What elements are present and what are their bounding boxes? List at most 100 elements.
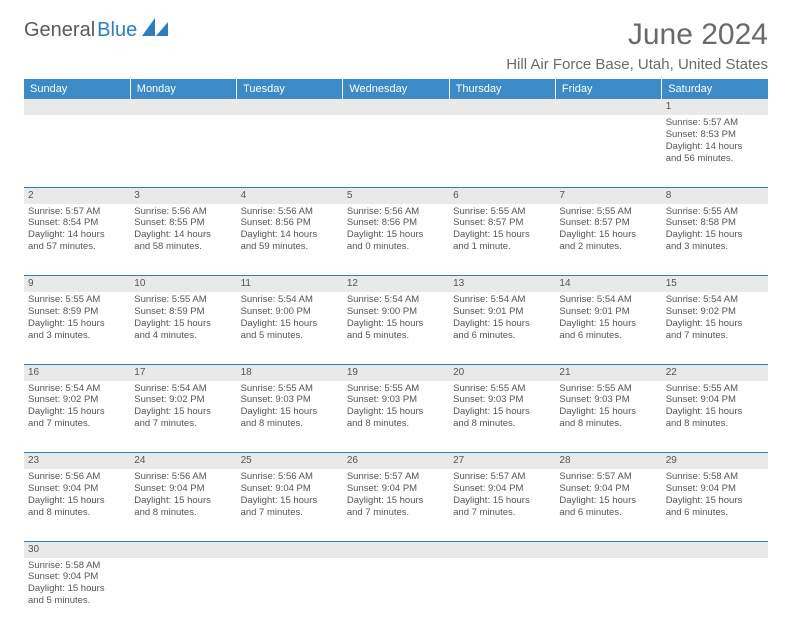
day-cell: Sunrise: 5:56 AMSunset: 8:55 PMDaylight:… [130,204,236,276]
daylight: and 3 minutes. [666,241,764,253]
daynum-cell: 16 [24,364,130,381]
daylight: and 6 minutes. [559,330,657,342]
sunset: Sunset: 9:01 PM [559,306,657,318]
daynum-cell [449,541,555,558]
daylight: and 8 minutes. [453,418,551,430]
sunrise: Sunrise: 5:56 AM [241,206,339,218]
weekday-header-row: Sunday Monday Tuesday Wednesday Thursday… [24,79,768,99]
logo-text-b: Blue [97,19,137,42]
daynum-cell [662,541,768,558]
daynum-cell: 21 [555,364,661,381]
sunset: Sunset: 9:04 PM [347,483,445,495]
day-cell: Sunrise: 5:54 AMSunset: 9:01 PMDaylight:… [449,292,555,364]
day-cell: Sunrise: 5:58 AMSunset: 9:04 PMDaylight:… [24,558,130,630]
sunset: Sunset: 9:01 PM [453,306,551,318]
daylight: and 5 minutes. [241,330,339,342]
page-title: June 2024 [506,18,768,52]
daynum-cell: 18 [237,364,343,381]
daynum-cell [130,541,236,558]
location-label: Hill Air Force Base, Utah, United States [506,56,768,73]
content-row: Sunrise: 5:57 AM Sunset: 8:53 PM Dayligh… [24,115,768,187]
sunrise: Sunrise: 5:55 AM [666,206,764,218]
day-cell: Sunrise: 5:54 AMSunset: 9:00 PMDaylight:… [237,292,343,364]
sunrise: Sunrise: 5:54 AM [28,383,126,395]
weekday-sun: Sunday [24,79,130,99]
sunrise: Sunrise: 5:55 AM [559,206,657,218]
day-cell: Sunrise: 5:54 AMSunset: 9:01 PMDaylight:… [555,292,661,364]
day-cell: Sunrise: 5:55 AMSunset: 8:59 PMDaylight:… [24,292,130,364]
title-block: June 2024 Hill Air Force Base, Utah, Uni… [506,18,768,73]
daylight: and 6 minutes. [559,507,657,519]
daynum-cell: 6 [449,187,555,204]
daynum-cell: 3 [130,187,236,204]
content-row: Sunrise: 5:55 AMSunset: 8:59 PMDaylight:… [24,292,768,364]
daylight: and 0 minutes. [347,241,445,253]
daynum-cell: 4 [237,187,343,204]
daynum-cell: 25 [237,453,343,470]
sunrise: Sunrise: 5:54 AM [134,383,232,395]
daylight: and 3 minutes. [28,330,126,342]
sunrise: Sunrise: 5:55 AM [453,383,551,395]
day-cell [237,558,343,630]
daylight: Daylight: 15 hours [559,406,657,418]
weekday-thu: Thursday [449,79,555,99]
day-cell [130,115,236,187]
daynum-cell [555,541,661,558]
logo-text-a: General [24,19,95,42]
daylight: and 56 minutes. [666,153,764,165]
sunset: Sunset: 9:04 PM [134,483,232,495]
daylight: and 8 minutes. [241,418,339,430]
calendar-table: Sunday Monday Tuesday Wednesday Thursday… [24,79,768,630]
daylight: and 4 minutes. [134,330,232,342]
sunrise: Sunrise: 5:54 AM [666,294,764,306]
daylight: Daylight: 15 hours [241,495,339,507]
day-cell: Sunrise: 5:56 AMSunset: 8:56 PMDaylight:… [237,204,343,276]
day-cell: Sunrise: 5:54 AMSunset: 9:02 PMDaylight:… [24,381,130,453]
sunrise: Sunrise: 5:58 AM [28,560,126,572]
daynum-cell [555,99,661,115]
day-cell: Sunrise: 5:55 AMSunset: 9:04 PMDaylight:… [662,381,768,453]
sunset: Sunset: 9:02 PM [28,394,126,406]
day-cell [662,558,768,630]
daynum-cell: 11 [237,276,343,293]
sunrise: Sunrise: 5:55 AM [453,206,551,218]
content-row: Sunrise: 5:54 AMSunset: 9:02 PMDaylight:… [24,381,768,453]
daylight: and 2 minutes. [559,241,657,253]
daylight: and 7 minutes. [453,507,551,519]
daylight: Daylight: 15 hours [666,318,764,330]
weekday-sat: Saturday [662,79,768,99]
sunrise: Sunrise: 5:54 AM [559,294,657,306]
day-cell: Sunrise: 5:55 AMSunset: 9:03 PMDaylight:… [343,381,449,453]
daynum-cell: 17 [130,364,236,381]
daylight: and 8 minutes. [28,507,126,519]
sunset: Sunset: 9:02 PM [666,306,764,318]
daylight: Daylight: 15 hours [28,583,126,595]
daylight: Daylight: 15 hours [666,406,764,418]
day-cell: Sunrise: 5:55 AMSunset: 8:57 PMDaylight:… [555,204,661,276]
daynum-cell: 10 [130,276,236,293]
daynum-cell: 2 [24,187,130,204]
day-cell: Sunrise: 5:55 AMSunset: 8:59 PMDaylight:… [130,292,236,364]
daynum-cell: 19 [343,364,449,381]
daynum-cell: 24 [130,453,236,470]
day-cell: Sunrise: 5:54 AMSunset: 9:00 PMDaylight:… [343,292,449,364]
daylight: Daylight: 15 hours [666,229,764,241]
day-cell: Sunrise: 5:56 AMSunset: 9:04 PMDaylight:… [24,469,130,541]
sunset: Sunset: 9:02 PM [134,394,232,406]
sail-icon [142,18,168,42]
daylight: and 58 minutes. [134,241,232,253]
sunset: Sunset: 9:00 PM [241,306,339,318]
content-row: Sunrise: 5:57 AMSunset: 8:54 PMDaylight:… [24,204,768,276]
content-row: Sunrise: 5:58 AMSunset: 9:04 PMDaylight:… [24,558,768,630]
daynum-cell: 12 [343,276,449,293]
daynum-cell: 8 [662,187,768,204]
weekday-fri: Friday [555,79,661,99]
sunset: Sunset: 8:57 PM [559,217,657,229]
sunrise: Sunrise: 5:58 AM [666,471,764,483]
daynum-row: 2 3 4 5 6 7 8 [24,187,768,204]
sunrise: Sunrise: 5:54 AM [453,294,551,306]
daylight: Daylight: 14 hours [241,229,339,241]
daylight: and 5 minutes. [347,330,445,342]
sunrise: Sunrise: 5:55 AM [559,383,657,395]
daylight: and 7 minutes. [28,418,126,430]
